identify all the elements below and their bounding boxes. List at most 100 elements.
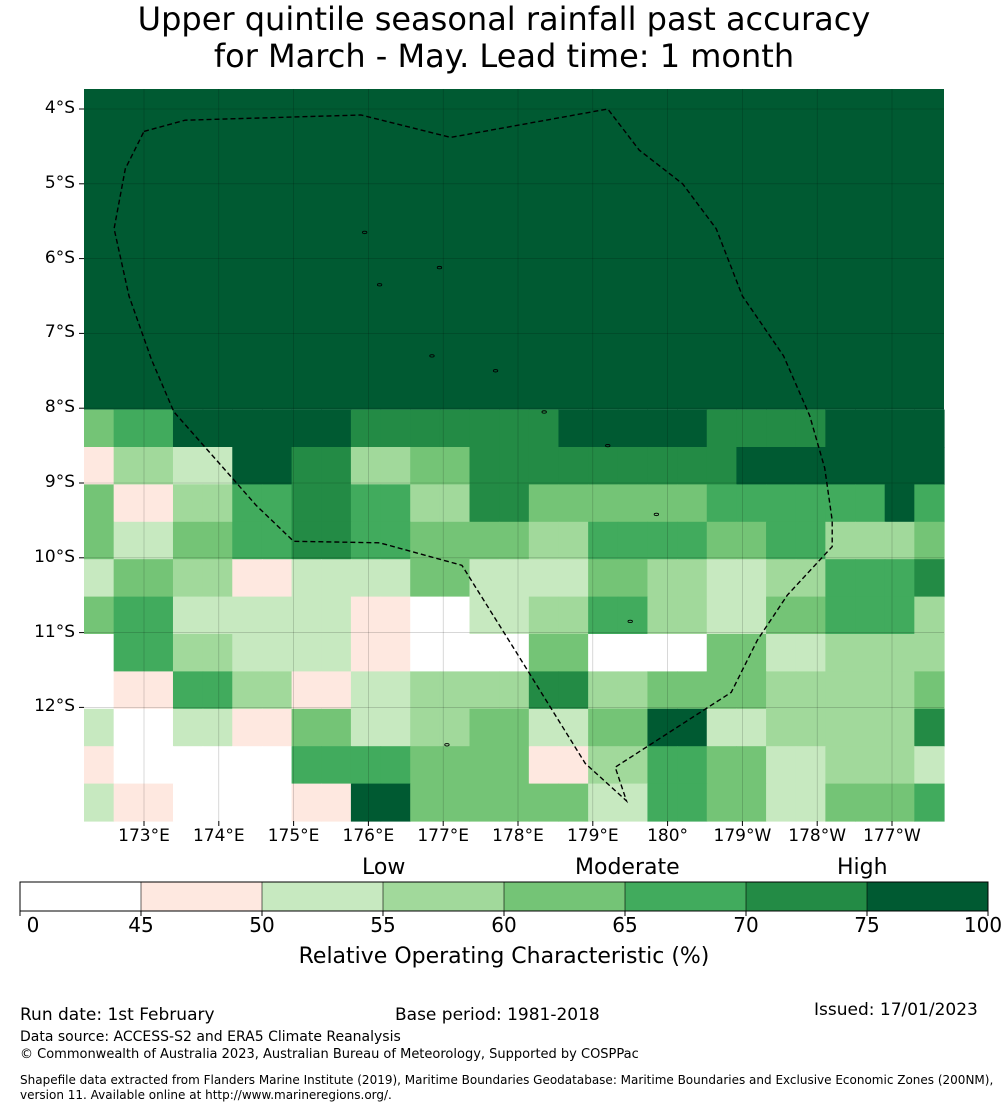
grid-cell — [884, 559, 915, 598]
grid-cell — [202, 634, 233, 672]
grid-cell — [558, 596, 589, 635]
grid-cell — [855, 671, 886, 710]
longitude-label: 174°E — [192, 826, 245, 846]
grid-cell — [766, 634, 797, 672]
grid-cell — [410, 559, 441, 598]
grid-cell — [143, 783, 174, 822]
grid-cell — [469, 447, 500, 485]
latitude-label: 6°S — [44, 247, 75, 268]
grid-cell — [439, 484, 471, 523]
grid-cell — [499, 521, 530, 560]
grid-cell — [113, 559, 144, 598]
grid-cell — [469, 783, 500, 822]
map-title-line-2: for March - May. Lead time: 1 month — [213, 37, 795, 75]
grid-cell — [291, 671, 322, 710]
grid-cell — [84, 783, 115, 822]
grid-cell — [84, 521, 115, 560]
grid-cell — [795, 671, 826, 710]
grid-cell — [647, 596, 678, 635]
grid-cell — [321, 746, 352, 785]
island-outline — [627, 619, 633, 624]
grid-cell — [261, 783, 293, 822]
grid-cell — [143, 634, 174, 672]
grid-cell — [84, 559, 115, 598]
grid-cell — [143, 409, 174, 448]
grid-cell — [232, 783, 263, 822]
grid-cell — [736, 783, 767, 822]
grid-cell — [232, 559, 263, 598]
grid-cell — [172, 447, 204, 485]
grid-cell — [706, 596, 738, 635]
grid-cell — [706, 521, 738, 560]
grid-cell — [588, 521, 619, 560]
island-outline — [362, 230, 368, 235]
grid-cell — [113, 484, 144, 523]
shapefile-credit-line-2: version 11. Available online at http://w… — [20, 1088, 392, 1102]
grid-cell — [884, 783, 915, 822]
issued-date: Issued: 17/01/2023 — [814, 1000, 978, 1020]
grid-cell — [706, 634, 738, 672]
grid-cell — [736, 559, 767, 598]
island-outline — [436, 265, 443, 270]
grid-cell — [884, 409, 915, 448]
grid-cell — [528, 596, 560, 635]
grid-cell — [825, 596, 856, 635]
grid-cell — [914, 634, 945, 672]
grid-cell — [321, 559, 352, 598]
grid-cell — [232, 447, 263, 485]
run-date: Run date: 1st February — [20, 1005, 215, 1025]
grid-cell — [766, 559, 797, 598]
island-outlines — [362, 230, 660, 747]
grid-cell — [469, 559, 500, 598]
grid-cell — [439, 783, 471, 822]
colorbar-tick-label: 100 — [963, 913, 1003, 937]
grid-cell — [795, 484, 826, 523]
grid-cell — [528, 783, 560, 822]
grid-cell — [884, 746, 915, 785]
grid-cell — [647, 671, 678, 710]
longitude-label: 180° — [647, 826, 689, 846]
grid-cell — [706, 447, 738, 485]
grid-cell — [113, 746, 144, 785]
grid-cell — [232, 708, 263, 747]
grid-cell — [855, 521, 886, 560]
grid-cell — [736, 521, 767, 560]
grid-cell — [321, 708, 352, 747]
grid-cell — [855, 634, 886, 672]
grid-cell — [647, 746, 678, 785]
grid-cell — [321, 521, 352, 560]
grid-block-high-accuracy — [84, 89, 944, 410]
grid-cell — [380, 409, 411, 448]
grid-cell — [736, 746, 767, 785]
grid-cell — [884, 521, 915, 560]
grid-cell — [410, 521, 441, 560]
colorbar-segment — [504, 882, 625, 911]
grid-cell — [825, 559, 856, 598]
grid-cell — [113, 708, 144, 747]
grid-cell — [84, 596, 115, 635]
grid-cell — [677, 521, 708, 560]
grid-cell — [410, 484, 441, 523]
grid-cell — [469, 746, 500, 785]
grid-cell — [617, 746, 649, 785]
grid-cell — [350, 634, 382, 672]
latitude-label: 12°S — [34, 696, 75, 717]
grid-cell — [410, 746, 441, 785]
grid-cell — [172, 671, 204, 710]
grid-cell — [499, 708, 530, 747]
grid-cell — [677, 708, 708, 747]
grid-cell — [113, 783, 144, 822]
grid-cell — [825, 409, 856, 448]
grid-cell — [855, 783, 886, 822]
grid-cell — [261, 521, 293, 560]
grid-cell — [232, 596, 263, 635]
grid-cell — [439, 447, 471, 485]
grid-cell — [499, 484, 530, 523]
grid-cell — [321, 409, 352, 448]
grid-cell — [321, 634, 352, 672]
grid-cell — [410, 708, 441, 747]
grid-cell — [261, 746, 293, 785]
grid-cell — [113, 634, 144, 672]
grid-cell — [350, 521, 382, 560]
grid-cell — [380, 596, 411, 635]
